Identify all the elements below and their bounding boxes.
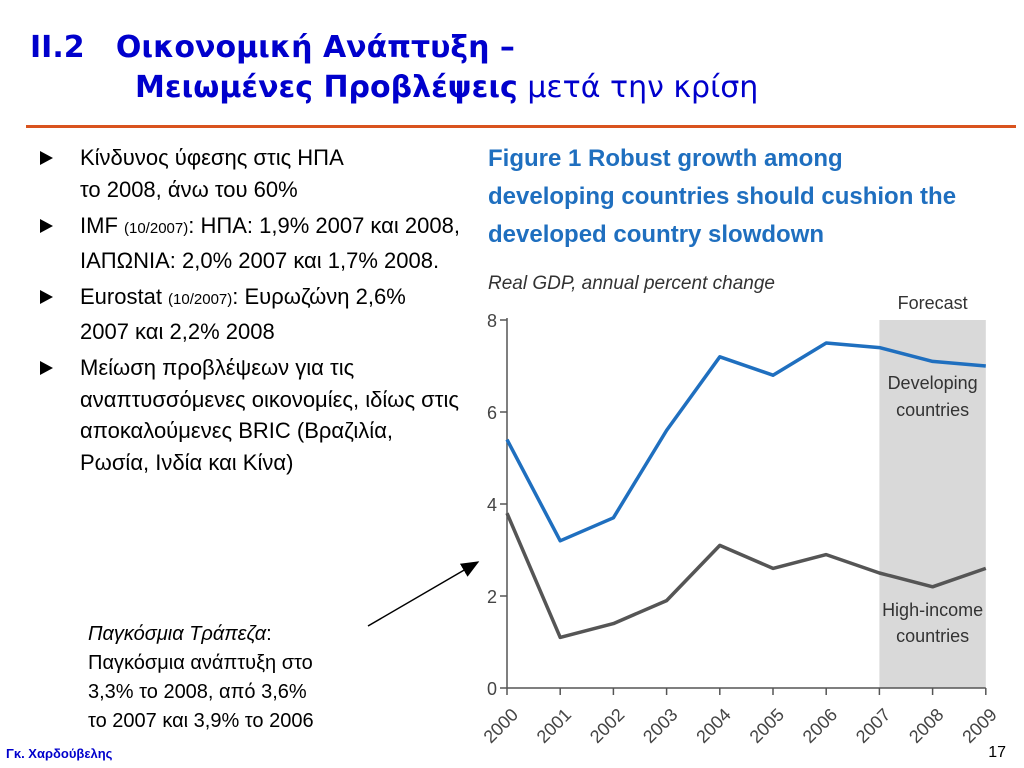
bullet-text: το 2008, άνω του 60% bbox=[80, 176, 298, 202]
x-tick-label: 2004 bbox=[692, 705, 734, 747]
arrow-bullet-icon bbox=[40, 361, 53, 375]
series-label: countries bbox=[896, 626, 969, 646]
slide-title-line2: Μειωμένες Προβλέψεις μετά την κρίση bbox=[30, 68, 758, 108]
y-tick-label: 6 bbox=[487, 403, 497, 423]
chart-title: Figure 1 Robust growth among developing … bbox=[488, 140, 998, 254]
y-tick-label: 4 bbox=[487, 495, 497, 515]
chart-title-line: Figure 1 Robust growth among bbox=[488, 145, 843, 172]
annotation-arrow bbox=[367, 561, 480, 627]
bullet-item: Κίνδυνος ύφεσης στις ΗΠΑ το 2008, άνω το… bbox=[40, 142, 460, 205]
note-line1: Παγκόσμια Τράπεζα: bbox=[88, 620, 314, 649]
x-tick-label: 2001 bbox=[533, 705, 575, 747]
note-source: Παγκόσμια Τράπεζα bbox=[88, 623, 267, 645]
forecast-label: Forecast bbox=[898, 293, 968, 313]
chart-subtitle: Real GDP, annual percent change bbox=[488, 273, 775, 294]
bullet-item: Μείωση προβλέψεων για τις αναπτυσσόμενες… bbox=[40, 352, 460, 478]
arrow-bullet-icon bbox=[40, 151, 53, 165]
bullet-date: (10/2007) bbox=[168, 291, 233, 308]
x-tick-label: 2002 bbox=[586, 705, 628, 747]
slide-title-line2-light: μετά την κρίση bbox=[517, 69, 759, 105]
x-tick-label: 2008 bbox=[905, 705, 947, 747]
x-tick-label: 2000 bbox=[480, 705, 522, 747]
series-label: High-income bbox=[882, 600, 983, 620]
arrow-bullet-icon bbox=[40, 219, 53, 233]
bullet-item: Eurostat (10/2007): Ευρωζώνη 2,6% 2007 κ… bbox=[40, 281, 460, 347]
chart-title-line: developing countries should cushion the bbox=[488, 183, 957, 210]
x-tick-label: 2006 bbox=[799, 705, 841, 747]
page-number: 17 bbox=[988, 744, 1006, 761]
y-tick-label: 0 bbox=[487, 679, 497, 699]
x-tick-label: 2003 bbox=[639, 705, 681, 747]
slide-title-line1: II.2 Οικονομική Ανάπτυξη – bbox=[30, 30, 515, 65]
note-line4: το 2007 και 3,9% το 2006 bbox=[88, 710, 314, 732]
title-divider bbox=[26, 125, 1016, 128]
series-line-high-income bbox=[505, 512, 987, 640]
arrow-bullet-icon bbox=[40, 290, 53, 304]
series-line-developing bbox=[505, 341, 986, 543]
y-tick-label: 2 bbox=[487, 587, 497, 607]
bullet-list: Κίνδυνος ύφεσης στις ΗΠΑ το 2008, άνω το… bbox=[40, 142, 460, 483]
bullet-item: IMF (10/2007): ΗΠΑ: 1,9% 2007 και 2008, … bbox=[40, 210, 460, 276]
note-line3: 3,3% το 2008, από 3,6% bbox=[88, 681, 307, 703]
y-tick-label: 8 bbox=[487, 311, 497, 331]
series-label: countries bbox=[896, 400, 969, 420]
forecast-band bbox=[879, 320, 986, 688]
bullet-text: Κίνδυνος ύφεσης στις ΗΠΑ bbox=[80, 145, 344, 170]
bullet-text: : ΗΠΑ: 1,9% 2007 και 2008, ΙΑΠΩΝΙΑ: 2,0%… bbox=[80, 213, 460, 273]
x-tick-label: 2005 bbox=[746, 705, 788, 747]
slide-title: II.2 Οικονομική Ανάπτυξη – Μειωμένες Προ… bbox=[30, 28, 758, 108]
x-tick-label: 2007 bbox=[852, 705, 894, 747]
bullet-prefix: Eurostat bbox=[80, 284, 169, 309]
slide-title-line2-bold: Μειωμένες Προβλέψεις bbox=[135, 69, 518, 105]
note-colon: : bbox=[266, 623, 272, 645]
series-label: Developing bbox=[888, 373, 978, 393]
bullet-text: : Ευρωζώνη 2,6% 2007 και 2,2% 2008 bbox=[80, 284, 406, 344]
chart-title-line: developed country slowdown bbox=[488, 221, 825, 248]
x-tick-label: 2009 bbox=[958, 705, 1000, 747]
world-bank-note: Παγκόσμια Τράπεζα: Παγκόσμια ανάπτυξη στ… bbox=[88, 620, 314, 736]
bullet-text: Μείωση προβλέψεων για τις αναπτυσσόμενες… bbox=[80, 355, 459, 475]
footer-author: Γκ. Χαρδούβελης bbox=[6, 746, 113, 761]
bullet-prefix: IMF bbox=[80, 213, 124, 238]
bullet-date: (10/2007) bbox=[124, 220, 189, 237]
note-line2: Παγκόσμια ανάπτυξη στο bbox=[88, 652, 313, 674]
